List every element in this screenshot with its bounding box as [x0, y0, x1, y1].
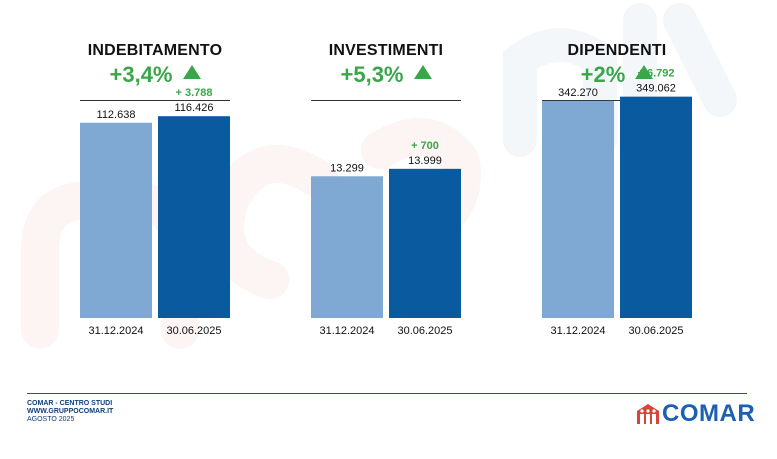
triangle-up-icon [635, 65, 654, 79]
category-label: 30.06.2025 [397, 325, 452, 337]
footer-divider [27, 393, 747, 394]
delta-label: + 700 [411, 140, 439, 152]
change-label: +3,4% [109, 62, 173, 87]
value-label: 349.062 [636, 83, 676, 95]
triangle-up-icon [413, 65, 432, 79]
panel-dipendenti: DIPENDENTI +2% [542, 0, 692, 360]
panel-indebitamento: INDEBITAMENTO +3,4% [80, 0, 230, 360]
value-label: 13.299 [330, 162, 364, 174]
category-label: 30.06.2025 [628, 325, 683, 337]
panel-change: +5,3% [311, 62, 461, 88]
delta-label: + 3.788 [175, 87, 212, 99]
category-label: 31.12.2024 [550, 325, 605, 337]
bar [389, 168, 461, 318]
value-label: 112.638 [97, 109, 136, 121]
bar [542, 100, 614, 318]
panel-change: +3,4% [80, 62, 230, 88]
comar-logo: COMAR [636, 401, 755, 427]
category-label: 30.06.2025 [166, 325, 221, 337]
footer-org: COMAR - CENTRO STUDI [27, 400, 113, 407]
change-label: +2% [580, 62, 626, 87]
category-label: 31.12.2024 [88, 325, 143, 337]
value-label: 13.999 [408, 155, 442, 167]
panel-title: INDEBITAMENTO [87, 42, 223, 59]
panel-investimenti: INVESTIMENTI +5,3% [311, 0, 461, 360]
bar [158, 116, 230, 318]
footer-website[interactable]: WWW.GRUPPOCOMAR.IT [27, 408, 114, 415]
title-divider [311, 100, 461, 101]
delta-label: + 6.792 [637, 68, 674, 80]
bar [620, 96, 692, 318]
bar [311, 176, 383, 318]
comar-logo-icon [637, 404, 659, 424]
category-label: 31.12.2024 [319, 325, 374, 337]
logo-text: COMAR [662, 400, 756, 427]
footer-date: AGOSTO 2025 [27, 416, 75, 423]
triangle-up-icon [182, 65, 201, 79]
value-label: 342.270 [558, 87, 598, 99]
value-label: 116.426 [175, 102, 214, 114]
change-label: +5,3% [340, 62, 404, 87]
panel-title: INVESTIMENTI [328, 42, 444, 59]
panel-change: +2% [542, 62, 692, 88]
title-divider [542, 100, 692, 101]
bar-charts: 112.638 31.12.2024 116.426 + 3.788 30.06.202… [80, 68, 692, 337]
title-divider [80, 100, 230, 101]
bar [80, 122, 152, 318]
panel-title: DIPENDENTI [567, 42, 667, 59]
